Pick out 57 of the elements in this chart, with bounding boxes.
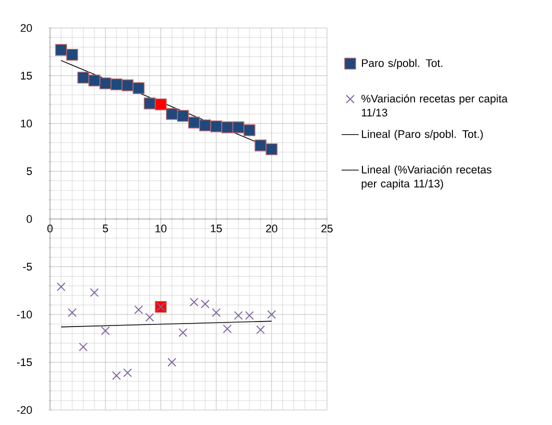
y-tick-label: 5 <box>26 167 32 176</box>
point <box>68 308 77 317</box>
point <box>166 108 178 120</box>
legend-label: Paro s/pobl. Tot. <box>362 58 442 70</box>
point <box>212 308 221 317</box>
y-tick-label: -20 <box>17 406 32 414</box>
point <box>145 312 154 322</box>
point <box>66 48 78 61</box>
point <box>55 44 67 56</box>
point <box>221 121 234 134</box>
point <box>77 72 90 84</box>
y-tick-label: -5 <box>23 262 32 271</box>
legend-label: %Variación recetas per capita 11/13 <box>361 94 508 116</box>
point <box>254 140 266 152</box>
point <box>210 120 222 132</box>
point <box>266 143 278 156</box>
point <box>178 328 188 338</box>
point <box>245 311 254 320</box>
point <box>122 79 134 92</box>
point <box>90 288 99 297</box>
y-tick-label: 20 <box>20 24 32 32</box>
point <box>244 124 256 136</box>
point <box>167 358 176 367</box>
x-tick-label: 10 <box>156 224 166 232</box>
legend-label: Lineal (Paro s/pobl. Tot.) <box>362 130 483 140</box>
legend-label: Lineal (%Variación recetas per capita 11/13) <box>362 165 492 190</box>
point <box>123 368 132 378</box>
point <box>222 324 232 334</box>
y-tick-label: 10 <box>20 120 32 128</box>
y-tick-label: 0 <box>26 215 32 223</box>
point <box>88 74 100 86</box>
point <box>199 120 212 132</box>
point <box>101 326 110 336</box>
x-tick-label: 15 <box>210 224 222 232</box>
point <box>234 311 243 320</box>
point <box>267 310 276 319</box>
point <box>132 82 145 94</box>
point <box>112 371 121 380</box>
x-tick-label: 0 <box>47 224 53 232</box>
x-tick-label: 20 <box>266 224 278 232</box>
point <box>200 300 210 308</box>
point <box>232 121 244 134</box>
point <box>188 116 200 128</box>
point <box>100 77 112 90</box>
point <box>134 305 144 314</box>
point <box>190 298 198 306</box>
y-tick-label: 15 <box>20 72 32 80</box>
point <box>177 110 189 122</box>
y-tick-label: -15 <box>17 358 32 366</box>
x-tick-label: 25 <box>321 224 333 232</box>
x-tick-label: 5 <box>102 224 108 232</box>
point <box>144 98 156 110</box>
point <box>110 78 122 90</box>
y-tick-label: -10 <box>17 310 32 318</box>
point <box>56 282 66 292</box>
point <box>78 342 88 352</box>
point <box>256 325 265 334</box>
